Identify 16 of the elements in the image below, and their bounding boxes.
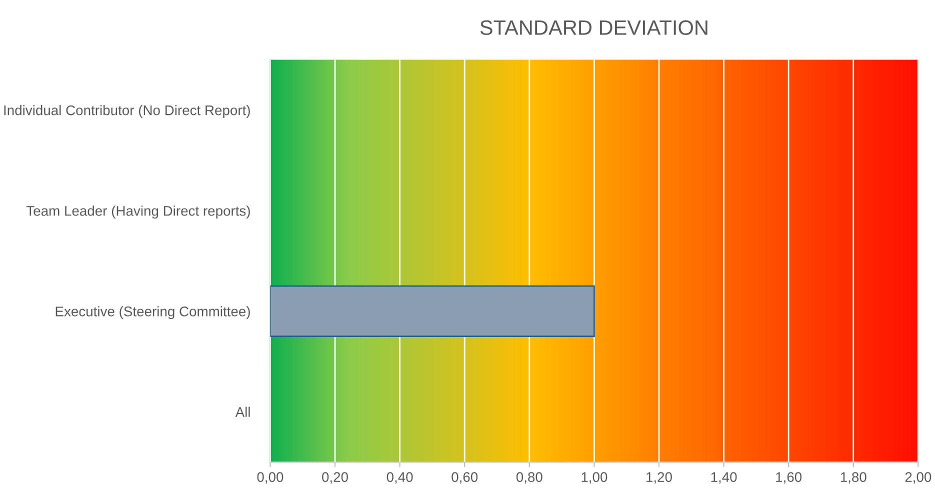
chart-title: STANDARD DEVIATION xyxy=(480,20,708,35)
y-tick-label: Team Leader (Having Direct reports) xyxy=(26,206,250,219)
x-tick-label: 0,80 xyxy=(516,472,542,484)
y-tick-label: Individual Contributor (No Direct Report) xyxy=(4,105,250,118)
y-tick-label: All xyxy=(235,406,250,417)
x-tick-label: 2,00 xyxy=(905,472,932,484)
x-tick-label: 0,00 xyxy=(257,472,284,484)
x-tick-label: 0,60 xyxy=(452,472,478,484)
x-tick-label: 0,20 xyxy=(322,472,348,484)
x-tick-label: 1,80 xyxy=(840,472,866,484)
x-tick-label: 1,40 xyxy=(711,472,737,484)
x-tick-label: 1,00 xyxy=(582,472,608,484)
x-tick-label: 0,40 xyxy=(386,472,413,484)
y-tick-label: Executive (Steering Committee) xyxy=(56,306,250,320)
x-tick-label: 1,20 xyxy=(646,472,672,484)
x-tick-label: 1,60 xyxy=(776,472,802,484)
